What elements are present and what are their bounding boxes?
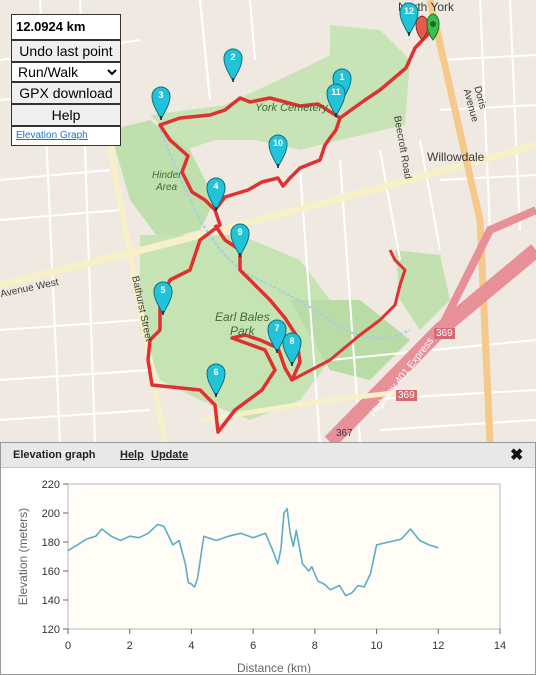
undo-last-point-button[interactable]: Undo last point: [11, 40, 121, 62]
map-pin-icon: [151, 86, 171, 120]
waypoint-number: 1: [339, 72, 345, 82]
help-button[interactable]: Help: [11, 104, 121, 126]
label-york-cemetery: York Cemetery: [255, 102, 328, 114]
waypoint-marker-10[interactable]: 10: [268, 134, 288, 168]
waypoint-number: 8: [289, 336, 295, 346]
waypoint-number: 12: [403, 6, 414, 16]
start-pin[interactable]: [426, 13, 440, 41]
label-hinder: Hinder: [152, 170, 182, 181]
label-route-369b: 369: [396, 390, 417, 401]
label-route-369a: 369: [434, 328, 455, 339]
map-pin-icon: [399, 2, 419, 36]
waypoint-number: 7: [274, 323, 280, 333]
waypoint-number: 9: [237, 227, 243, 237]
label-route-367: 367: [336, 428, 353, 439]
elevation-series-line: [67, 507, 439, 597]
elevation-panel: Elevation graph Help Update ✖ 120 140 160 1…: [0, 442, 536, 675]
route-line-east: [291, 249, 407, 382]
x-tick-label: 6: [250, 640, 256, 652]
waypoint-marker-5[interactable]: 5: [153, 281, 173, 315]
waypoint-number: 6: [213, 367, 219, 377]
map-pin-icon: [223, 48, 243, 82]
waypoint-marker-4[interactable]: 4: [206, 177, 226, 211]
park-area: [150, 25, 410, 150]
distance-readout: 12.0924 km: [11, 14, 121, 40]
road-minor: [199, 387, 421, 423]
map-pin-icon: [268, 134, 288, 168]
map-view[interactable]: North York York Cemetery Beecroft Road D…: [0, 0, 536, 442]
label-earl-bales: Earl Bales: [215, 310, 270, 324]
activity-mode-select[interactable]: Run/Walk: [11, 62, 121, 82]
label-willowdale: Willowdale: [427, 150, 485, 164]
elevation-chart: 120 140 160 180 200 220 0 2 4 6 8 10 12 14 Distance (k…: [16, 479, 506, 673]
gpx-download-button[interactable]: GPX download: [11, 82, 121, 104]
x-tick-label: 2: [127, 640, 133, 652]
road-sheppard: [0, 141, 536, 289]
park-area: [110, 120, 215, 240]
waypoint-number: 4: [213, 181, 219, 191]
waypoint-marker-2[interactable]: 2: [223, 48, 243, 82]
map-pin-icon: [206, 177, 226, 211]
waypoint-marker-11[interactable]: 11: [326, 83, 346, 117]
y-axis-label: Elevation (meters): [16, 508, 30, 605]
elevation-panel-header: Elevation graph Help Update ✖: [1, 443, 535, 468]
waypoint-number: 3: [158, 90, 164, 100]
highway-ramp: [436, 206, 536, 332]
elevation-graph-box: Elevation Graph: [11, 126, 121, 146]
close-icon[interactable]: ✖: [510, 447, 524, 464]
y-tick-label: 160: [42, 566, 60, 578]
plot-area: [67, 483, 501, 630]
waypoint-number: 10: [272, 138, 283, 148]
elevation-graph-link[interactable]: Elevation Graph: [16, 130, 88, 141]
y-tick-label: 180: [42, 537, 60, 549]
waypoint-number: 5: [160, 285, 166, 295]
map-pin-icon: [326, 83, 346, 117]
map-pin-icon: [206, 363, 226, 397]
map-canvas[interactable]: [0, 0, 536, 442]
waypoint-marker-8[interactable]: 8: [282, 332, 302, 366]
map-pin-icon: [282, 332, 302, 366]
waypoint-marker-12[interactable]: 12: [399, 2, 419, 36]
x-tick-label: 12: [432, 640, 444, 652]
y-tick-label: 200: [42, 508, 60, 520]
waypoint-number: 2: [230, 52, 236, 62]
road-yonge: [426, 0, 494, 442]
x-axis-label: Distance (km): [237, 661, 311, 673]
route-line: [158, 28, 434, 212]
end-pin[interactable]: [415, 15, 429, 41]
park-area: [395, 250, 450, 330]
waypoint-marker-6[interactable]: 6: [206, 363, 226, 397]
park-area: [140, 235, 330, 420]
label-park: Park: [230, 324, 255, 338]
panel-title: Elevation graph: [13, 449, 96, 461]
panel-update-link[interactable]: Update: [151, 449, 189, 461]
y-tick-label: 140: [42, 595, 60, 607]
waypoint-number: 11: [331, 87, 341, 97]
y-tick-label: 120: [42, 624, 60, 636]
x-tick-label: 8: [312, 640, 318, 652]
panel-help-link[interactable]: Help: [120, 449, 144, 461]
road-bathurst: [102, 119, 168, 442]
x-tick-label: 14: [494, 640, 506, 652]
x-tick-label: 0: [65, 640, 71, 652]
waypoint-marker-3[interactable]: 3: [151, 86, 171, 120]
y-tick-label: 220: [42, 479, 60, 491]
x-tick-label: 10: [370, 640, 382, 652]
map-pin-icon: [230, 223, 250, 257]
waypoint-marker-9[interactable]: 9: [230, 223, 250, 257]
label-area: Area: [156, 182, 178, 193]
map-pin-icon: [153, 281, 173, 315]
x-tick-label: 4: [188, 640, 194, 652]
